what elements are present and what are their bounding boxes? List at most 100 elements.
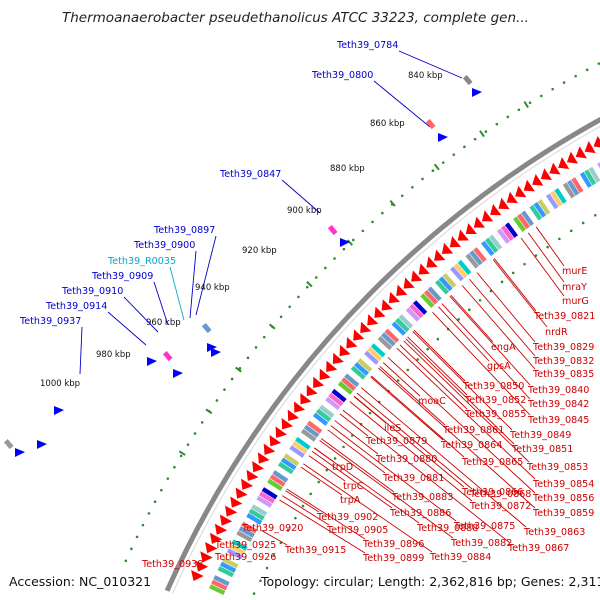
colour-track-block <box>512 216 526 232</box>
minus-gene-label: Teth39_0866 <box>461 487 523 498</box>
minus-strand-arrow <box>593 135 600 148</box>
ruler-dot <box>230 377 234 381</box>
leader-line <box>320 438 395 493</box>
plus-gene-label: Teth39_0897 <box>153 225 215 236</box>
colour-track-block <box>500 225 515 241</box>
colour-track-block <box>488 234 503 250</box>
inner-ruler-dot <box>523 262 526 266</box>
minus-strand-arrow <box>498 197 510 210</box>
minus-gene-label: Teth39_0899 <box>362 553 424 564</box>
leader-line <box>520 237 565 297</box>
colour-track-block <box>398 314 414 329</box>
inner-ruler-dot <box>342 445 345 449</box>
minus-gene-label: murE <box>562 266 587 277</box>
minus-gene-label: Teth39_0835 <box>532 369 594 380</box>
feature-mark <box>462 75 473 86</box>
plus-gene-label: Teth39_0800 <box>311 70 373 81</box>
ruler-dot <box>371 220 374 224</box>
minus-gene-label: Teth39_0840 <box>527 385 589 396</box>
colour-track-block <box>261 487 278 500</box>
leader-line <box>432 311 531 416</box>
colour-track-block <box>435 279 450 295</box>
minus-strand-arrow <box>481 210 494 222</box>
minus-strand-arrow <box>294 401 306 413</box>
colour-track-block <box>391 321 407 336</box>
minus-gene-label: Teth39_0867 <box>507 543 569 554</box>
colour-track-block <box>473 247 487 263</box>
minus-gene-label: Teth39_0902 <box>316 512 378 523</box>
minus-gene-label: Teth39_0896 <box>362 539 424 550</box>
minus-strand-arrow <box>473 216 486 228</box>
kbp-tick-label: 880 kbp <box>330 164 365 174</box>
leader-line <box>286 488 366 540</box>
minus-strand-arrow <box>558 157 570 170</box>
leader-line <box>413 329 466 382</box>
inner-ruler-dot <box>272 554 276 557</box>
leader-line <box>399 344 468 410</box>
ruler-tick <box>306 281 313 288</box>
colour-track-block <box>238 526 255 538</box>
colour-track-block <box>481 240 495 257</box>
minus-strand-arrow <box>411 270 423 282</box>
ruler-dot <box>352 238 355 242</box>
kbp-tick-label: 960 kbp <box>146 318 181 328</box>
colour-track-block <box>453 263 468 279</box>
leader-line <box>412 331 513 431</box>
inner-ruler-dot <box>259 579 262 583</box>
leader-line <box>314 447 420 524</box>
leader-line <box>189 250 197 319</box>
ruler-dot <box>215 399 219 402</box>
plus-gene-label: Teth39_0900 <box>133 240 195 251</box>
colour-track-block <box>226 548 244 560</box>
ruler-dot <box>246 356 250 360</box>
colour-track-block <box>259 491 275 504</box>
leader-line <box>356 392 473 490</box>
minus-strand-arrow <box>287 409 300 421</box>
minus-strand-arrow <box>465 223 477 235</box>
ruler-dot <box>421 177 424 181</box>
colour-track-block <box>427 286 442 302</box>
minus-strand-arrow <box>457 229 469 241</box>
minus-strand-arrow <box>360 321 372 333</box>
colour-track-block <box>420 293 435 308</box>
colour-track-block <box>550 190 563 207</box>
minus-strand-arrow <box>566 151 579 164</box>
ruler-tick <box>346 239 354 246</box>
kbp-tick-label: 920 kbp <box>242 246 277 256</box>
minus-gene-label: Teth39_0855 <box>464 409 526 420</box>
minus-gene-label: Teth39_0856 <box>532 493 594 504</box>
leader-line <box>449 295 531 386</box>
minus-strand-arrow <box>225 505 238 517</box>
ruler-dot <box>305 285 309 289</box>
feature-mark <box>327 225 338 236</box>
colour-track-block <box>222 557 239 569</box>
kbp-tick-label: 860 kbp <box>370 119 405 129</box>
inner-ruler-dot <box>317 480 320 484</box>
colour-track-block <box>217 566 234 578</box>
leader-line <box>261 530 288 546</box>
colour-track-block <box>280 457 297 471</box>
minus-strand-arrow <box>281 418 293 430</box>
colour-track-block <box>231 539 248 551</box>
minus-strand-arrow <box>195 560 209 572</box>
ruler-tick <box>479 130 485 138</box>
inner-ruler-dot <box>294 516 297 520</box>
kbp-tick-label: 900 kbp <box>287 206 322 216</box>
colour-track-block <box>438 276 453 292</box>
minus-strand-arrow <box>584 141 596 154</box>
inner-ruler-dot <box>325 468 329 472</box>
ruler-dot <box>173 465 176 469</box>
plus-strand-arrow <box>173 369 183 378</box>
minus-strand-arrow <box>214 523 228 535</box>
leader-line <box>195 235 217 316</box>
colour-track-block <box>354 362 370 376</box>
colour-track-block <box>484 237 499 253</box>
backbone-circle <box>164 117 600 592</box>
inner-ruler-dot <box>416 358 419 361</box>
ruler-dot <box>381 211 384 215</box>
leader-line <box>396 347 536 480</box>
minus-gene-label: Teth39_0875 <box>453 521 515 532</box>
minus-strand-arrow <box>388 291 401 304</box>
ruler-dot <box>452 153 456 156</box>
plus-strand-arrow <box>211 348 221 357</box>
